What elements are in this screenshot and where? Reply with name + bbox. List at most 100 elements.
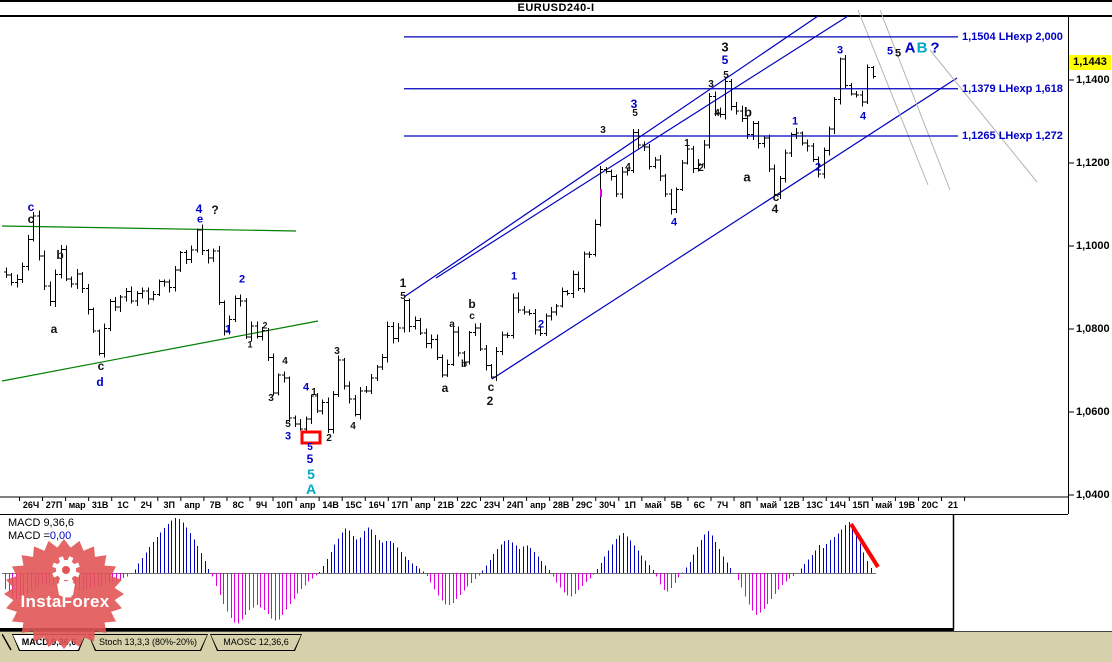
wave-label: 2 bbox=[262, 320, 268, 331]
wave-label: 5 bbox=[721, 53, 729, 67]
date-label: 23Ч bbox=[483, 500, 501, 510]
wave-label: 4 bbox=[195, 202, 203, 216]
tab-strip-notch-icon bbox=[2, 634, 12, 651]
wave-label: 3 bbox=[334, 346, 340, 357]
date-label: 1С bbox=[117, 500, 129, 510]
date-label: 10П bbox=[276, 500, 293, 510]
date-label: апр bbox=[299, 500, 316, 510]
wave-label: 5 bbox=[400, 291, 406, 302]
wave-label: a bbox=[449, 319, 455, 330]
price-tick-label: 1,0800 bbox=[1076, 323, 1110, 335]
date-label: 21В bbox=[437, 500, 455, 510]
price-tick-label: 1,0600 bbox=[1076, 406, 1110, 418]
wave-label: 4 bbox=[714, 108, 720, 119]
tab-maosc[interactable]: MAOSC 12,36,6 bbox=[210, 634, 302, 651]
macd-value-prefix: MACD = bbox=[8, 530, 50, 542]
price-bars bbox=[4, 54, 876, 434]
macd-indicator-name: MACD 9,36,6 bbox=[8, 517, 75, 529]
wave-label: 5 bbox=[307, 466, 315, 482]
wave-label: 3 bbox=[721, 39, 729, 55]
date-label: 20С bbox=[921, 500, 939, 510]
date-label: 2Ч bbox=[140, 500, 152, 510]
date-label: май bbox=[644, 500, 662, 510]
current-price-badge: 1,1443 bbox=[1069, 54, 1111, 70]
date-label: 28В bbox=[552, 500, 570, 510]
wave-label: 5 bbox=[894, 47, 902, 60]
wave-label: b bbox=[460, 359, 468, 370]
wave-label: b bbox=[744, 104, 752, 120]
red-box-annotation bbox=[300, 430, 322, 445]
indicator-tab-bar: MACD 9,36,6 Stoch 13,3,3 (80%-20%) MAOSC… bbox=[0, 631, 1112, 662]
wave-label: 1 bbox=[510, 270, 518, 283]
date-label: 9Ч bbox=[255, 500, 268, 510]
date-label: 12В bbox=[783, 500, 800, 510]
price-tick-label: 1,1400 bbox=[1076, 74, 1110, 86]
price-tick-label: 1,0400 bbox=[1076, 489, 1110, 501]
wave-label: d bbox=[96, 375, 104, 389]
wave-label: 4 bbox=[350, 421, 356, 432]
date-label: 3П bbox=[163, 500, 176, 510]
wave-label: b bbox=[468, 297, 476, 311]
wave-label: 5 bbox=[632, 108, 638, 119]
wave-label: a bbox=[743, 169, 751, 185]
date-label: 24П bbox=[506, 500, 524, 510]
date-label: 30Ч bbox=[599, 500, 616, 510]
wave-label: 2 bbox=[698, 163, 704, 174]
instaforex-watermark: InstaForex bbox=[2, 537, 128, 651]
date-label: 14Ч bbox=[829, 500, 846, 510]
wave-label: 2 bbox=[814, 161, 822, 174]
wave-label: c bbox=[97, 359, 105, 373]
instaforex-starburst-icon bbox=[4, 539, 124, 649]
chart-window-title: EURUSD240-I bbox=[0, 0, 1112, 17]
wave-label: 5 bbox=[285, 419, 291, 430]
wave-label: 5 bbox=[886, 45, 894, 58]
wave-label: c bbox=[27, 212, 35, 226]
wave-label: 2 bbox=[486, 394, 494, 408]
pink-mark bbox=[600, 189, 602, 197]
date-label: 26Ч bbox=[22, 500, 40, 510]
wave-label: 3 bbox=[600, 125, 606, 136]
wave-label: 1 bbox=[684, 138, 690, 149]
wave-label: 4 bbox=[282, 356, 288, 367]
date-label: май bbox=[875, 500, 893, 510]
wave-label: 1 bbox=[247, 339, 253, 350]
date-label: 31В bbox=[91, 500, 109, 510]
wave-label: 4 bbox=[670, 216, 678, 229]
wave-label: 3 bbox=[836, 44, 844, 57]
date-label: 14В bbox=[322, 500, 339, 510]
wave-label: 1 bbox=[311, 387, 317, 398]
date-label: 21 bbox=[947, 500, 959, 510]
date-label: апр bbox=[530, 500, 547, 510]
date-label: 15П bbox=[852, 500, 870, 510]
wave-label: c bbox=[772, 190, 780, 204]
price-tick-label: 1,1000 bbox=[1076, 240, 1110, 252]
symbol-title: EURUSD240-I bbox=[517, 2, 595, 14]
wave-label: b bbox=[56, 248, 64, 262]
wave-label: 5 bbox=[307, 442, 313, 453]
macd-histogram bbox=[5, 518, 872, 624]
wave-label: 4 bbox=[625, 162, 631, 173]
fib-level-label-2000: 1,1504 LHexp 2,000 bbox=[962, 30, 1063, 43]
wave-label: 2 bbox=[326, 433, 332, 444]
date-label: 15С bbox=[345, 500, 362, 510]
wave-label: 1 bbox=[399, 276, 407, 290]
date-label: 7В bbox=[209, 500, 222, 510]
date-label: 5В bbox=[670, 500, 683, 510]
date-label: 1П bbox=[624, 500, 637, 510]
date-label: апр bbox=[414, 500, 431, 510]
fib-level-label-1618: 1,1379 LHexp 1,618 bbox=[962, 82, 1063, 95]
wave-label: c bbox=[27, 200, 35, 214]
wave-label: 3 bbox=[630, 97, 638, 111]
date-label: 8П bbox=[739, 500, 752, 510]
wave-label: ? bbox=[930, 39, 940, 57]
tab-stochastic[interactable]: Stoch 13,3,3 (80%-20%) bbox=[88, 634, 208, 651]
wave-label: ? bbox=[211, 203, 219, 217]
wave-label: a bbox=[441, 381, 449, 395]
wave-label: 2 bbox=[537, 318, 545, 331]
wave-label: a bbox=[50, 322, 58, 336]
wave-label: 4 bbox=[302, 381, 310, 394]
date-label: 27П bbox=[45, 500, 63, 510]
wave-label: 2 bbox=[238, 273, 246, 286]
date-label: май bbox=[760, 500, 778, 510]
